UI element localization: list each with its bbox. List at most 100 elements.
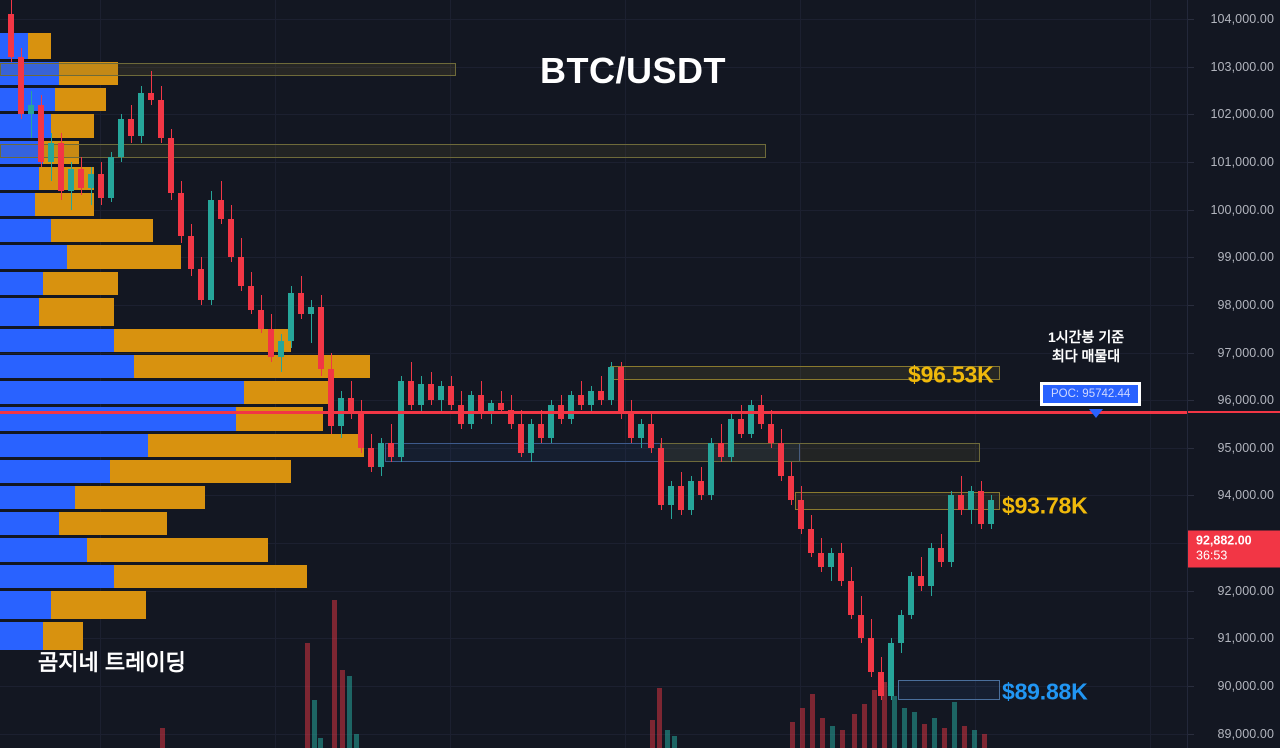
volume-bar [932, 718, 937, 748]
gridline-horizontal [0, 495, 1188, 497]
poc-badge[interactable]: POC: 95742.44 [1040, 382, 1142, 406]
candle-body [828, 552, 834, 567]
page-title: BTC/USDT [540, 50, 726, 91]
volume-bar [882, 682, 887, 748]
volume-profile-sell-segment [114, 328, 292, 352]
volume-profile-row [0, 88, 370, 112]
volume-bar [160, 728, 165, 748]
chart-plot-area[interactable]: $96.53K $93.78K $89.88K [0, 0, 1188, 748]
volume-bar [952, 702, 957, 748]
volume-profile-sell-segment [66, 245, 182, 269]
candle-body [188, 235, 194, 270]
axis-tick-mark [1188, 495, 1194, 497]
watermark-label: 곰지네 트레이딩 [38, 650, 186, 675]
candle-body [438, 385, 444, 401]
volume-profile-buy-segment [0, 381, 245, 405]
candle-body [878, 671, 884, 696]
volume-profile-buy-segment [0, 485, 75, 510]
gridline-vertical [1150, 0, 1151, 748]
last-price-badge[interactable]: 92,882.00 36:53 [1188, 530, 1280, 568]
volume-profile-buy-segment [0, 271, 44, 295]
volume-profile-sell-segment [51, 219, 154, 243]
volume-bar [862, 704, 867, 748]
axis-tick-label: 97,000.00 [1217, 345, 1274, 360]
axis-tick-label: 103,000.00 [1210, 59, 1274, 74]
candle-body [858, 614, 864, 639]
volume-profile-sell-segment [55, 88, 107, 112]
candle-body [378, 443, 384, 467]
gridline-horizontal [0, 447, 1188, 449]
volume-profile-sell-segment [59, 512, 168, 536]
volume-profile-buy-segment [0, 433, 148, 457]
volume-bar [820, 718, 825, 748]
candle-body [198, 269, 204, 301]
candle-body [278, 340, 284, 358]
poc-line-axis-marker [1188, 411, 1280, 414]
axis-tick-mark [1188, 590, 1194, 592]
volume-bar [340, 670, 345, 748]
volume-bar [972, 730, 977, 748]
axis-tick-mark [1188, 304, 1194, 306]
volume-bar [840, 730, 845, 748]
volume-profile-buy-segment [0, 192, 36, 217]
poc-note-line-2: 최다 매물대 [1051, 348, 1121, 364]
candle-body [848, 581, 854, 615]
volume-profile-sell-segment [244, 381, 331, 405]
candle-body [48, 142, 54, 162]
volume-bar [810, 694, 815, 748]
candle-wick [311, 300, 312, 344]
candle-body [768, 424, 774, 444]
candle-wick [391, 424, 392, 463]
zone-supply-101k[interactable] [0, 143, 766, 159]
volume-profile-buy-segment [0, 166, 40, 190]
price-axis[interactable]: 104,000.00 103,000.00 102,000.00 101,000.00… [1187, 0, 1280, 748]
poc-badge-label: POC: 95742.44 [1043, 385, 1139, 403]
gridline-horizontal [0, 66, 1188, 68]
candle-body [288, 293, 294, 341]
axis-tick-label: 91,000.00 [1217, 631, 1274, 646]
zone-supply-103k[interactable] [0, 62, 456, 77]
volume-profile-sell-segment [51, 590, 146, 619]
axis-tick-mark [1188, 209, 1194, 211]
axis-tick-label: 102,000.00 [1210, 107, 1274, 122]
volume-profile-sell-segment [43, 621, 83, 650]
candle-body [908, 576, 914, 615]
level-label: $89.88K [1002, 678, 1088, 705]
candle-body [938, 547, 944, 563]
candle-body [108, 157, 114, 198]
gridline-vertical [975, 0, 976, 748]
axis-tick-label: 92,000.00 [1217, 583, 1274, 598]
volume-bar [830, 726, 835, 748]
zone-demand-90k[interactable] [898, 680, 1000, 701]
candle-wick [31, 90, 32, 139]
candle-body [818, 552, 824, 567]
candle-body [968, 490, 974, 510]
volume-profile-buy-segment [0, 590, 52, 619]
volume-profile-sell-segment [27, 33, 52, 59]
candle-body [78, 169, 84, 189]
candle-body [8, 14, 14, 58]
candle-body [308, 307, 314, 315]
zone-demand-95k[interactable] [385, 443, 800, 463]
gridline-horizontal [0, 638, 1188, 640]
gridline-vertical [800, 0, 801, 748]
axis-tick-mark [1188, 257, 1194, 259]
axis-tick-label: 98,000.00 [1217, 297, 1274, 312]
candle-body [498, 402, 504, 410]
candle-body [508, 409, 514, 424]
candle-wick [581, 381, 582, 410]
volume-profile-row [0, 61, 370, 86]
gridline-horizontal [0, 161, 1188, 163]
volume-profile-row [0, 271, 370, 295]
candle-body [18, 57, 24, 115]
volume-profile-sell-segment [43, 271, 119, 295]
volume-bar [982, 734, 987, 748]
volume-profile-buy-segment [0, 512, 60, 536]
volume-profile-buy-segment [0, 538, 87, 562]
volume-bar [318, 738, 323, 748]
poc-note-line-1: 1시간봉 기준 [1048, 329, 1125, 345]
candle-body [958, 495, 964, 510]
candle-body [678, 485, 684, 510]
candle-body [608, 366, 614, 401]
